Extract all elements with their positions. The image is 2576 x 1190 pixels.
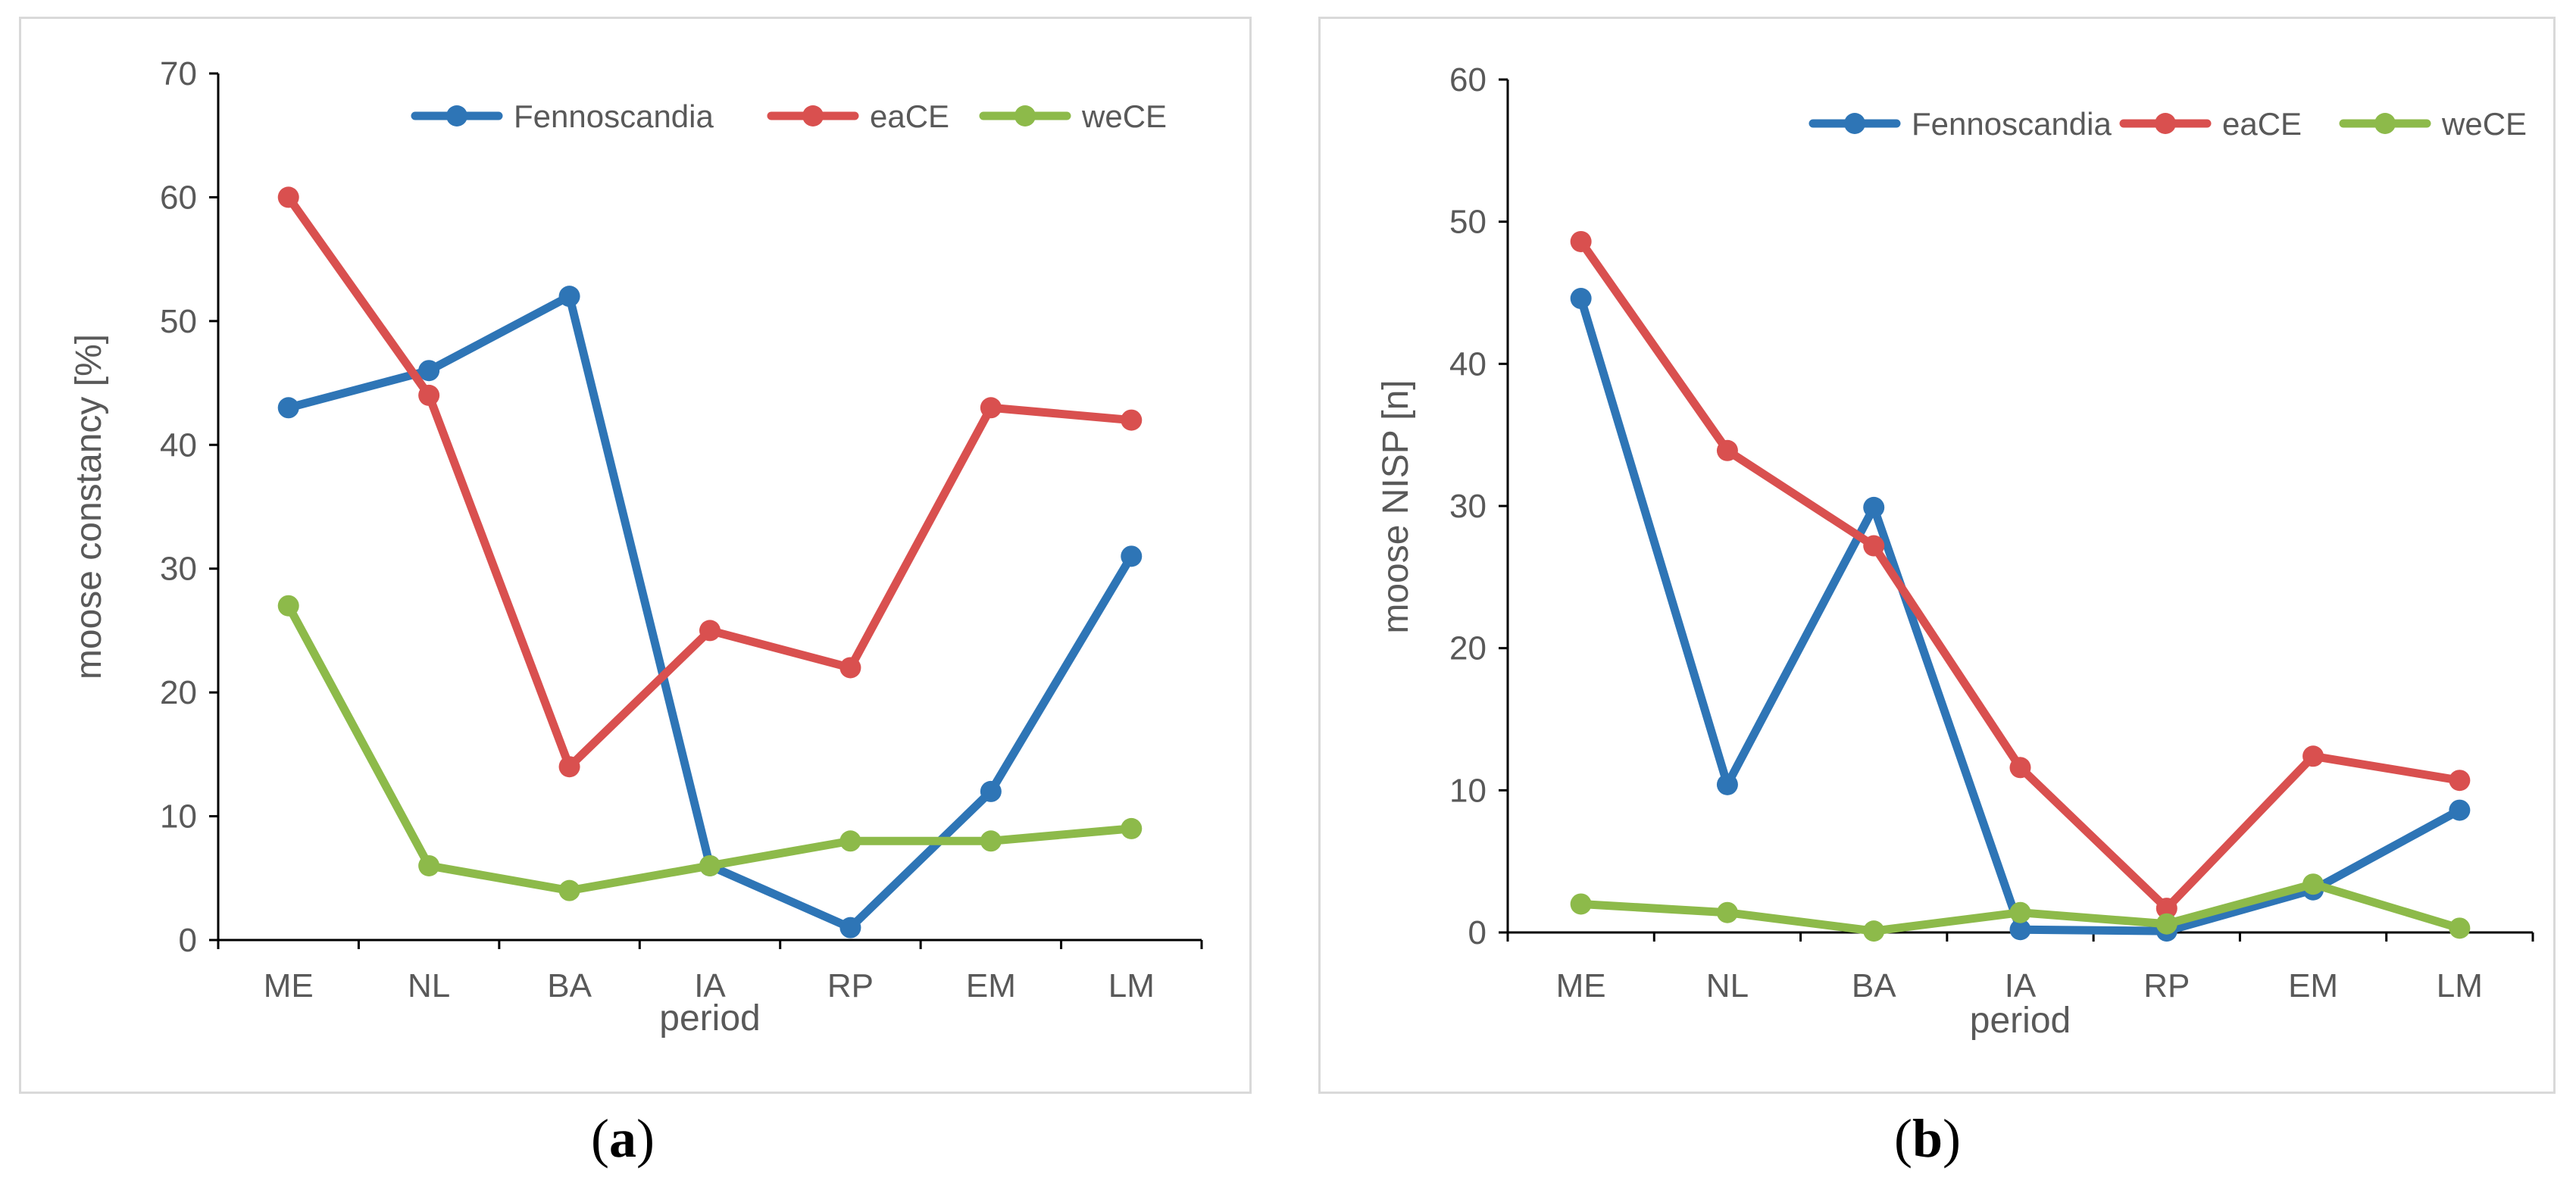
legend-label: weCE <box>2441 106 2527 142</box>
y-tick-label: 50 <box>1449 204 1487 241</box>
x-tick-label: LM <box>1108 967 1155 1004</box>
legend-label: eaCE <box>870 98 949 134</box>
data-point-eace <box>1716 439 1738 461</box>
data-point-wece <box>418 854 440 876</box>
data-point-fennoscandia <box>1570 288 1592 310</box>
x-tick-label: NL <box>1706 967 1749 1004</box>
legend-label: weCE <box>1081 98 1167 134</box>
data-point-eace <box>2302 745 2324 767</box>
y-tick-label: 60 <box>160 179 197 216</box>
x-tick-label: ME <box>264 967 314 1004</box>
caption-b: (b) <box>1894 1108 1962 1169</box>
legend-swatch-marker <box>1844 113 1865 134</box>
data-point-wece <box>277 595 299 617</box>
y-axis-title: moose NISP [n] <box>1376 379 1416 633</box>
series-line-wece <box>284 601 1136 895</box>
x-tick-label: EM <box>966 967 1016 1004</box>
chart-panel-a: 0 10 20 30 40 50 60 70 ME NL BA IA RP EM LM period moose… <box>19 17 1252 1094</box>
x-tick-label: BA <box>547 967 592 1004</box>
y-tick-label: 20 <box>1449 630 1487 667</box>
legend-swatch-marker <box>2155 113 2176 134</box>
x-tick-label: EM <box>2288 967 2338 1004</box>
y-tick-label: 40 <box>1449 345 1487 383</box>
legend-swatch-marker <box>2374 113 2396 134</box>
y-tick-label: 0 <box>1468 914 1487 951</box>
legend-swatch-marker <box>1014 105 1036 126</box>
data-point-wece <box>2302 873 2324 895</box>
data-point-fennoscandia <box>1121 545 1143 567</box>
chart-panel-b: 0 10 20 30 40 50 60 ME NL BA IA RP EM LM period moose N… <box>1318 17 2556 1094</box>
data-point-eace <box>2009 757 2031 779</box>
legend-label: eaCE <box>2222 106 2302 142</box>
series-line-eace <box>1577 237 2464 913</box>
x-tick-label: NL <box>408 967 450 1004</box>
y-tick-label: 30 <box>160 551 197 588</box>
data-point-fennoscandia <box>418 360 440 382</box>
chart-b-svg: 0 10 20 30 40 50 60 ME NL BA IA RP EM LM period moose N… <box>1376 61 2534 1041</box>
y-tick-label: 20 <box>160 674 197 711</box>
data-point-fennoscandia <box>1716 773 1738 795</box>
data-point-wece <box>2156 913 2177 935</box>
data-point-eace <box>277 186 299 208</box>
data-point-wece <box>1121 817 1143 839</box>
data-point-fennoscandia <box>1863 496 1885 518</box>
data-point-wece <box>1716 901 1738 923</box>
legend-label: Fennoscandia <box>514 98 714 134</box>
chart-a-svg: 0 10 20 30 40 50 60 70 ME NL BA IA RP EM LM period moose… <box>69 55 1203 1039</box>
y-tick-label: 10 <box>160 798 197 835</box>
data-point-fennoscandia <box>277 397 299 419</box>
data-point-fennoscandia <box>558 286 580 308</box>
data-point-fennoscandia <box>839 917 861 939</box>
y-tick-label: 70 <box>160 55 197 92</box>
data-point-eace <box>1863 535 1885 557</box>
x-tick-label: IA <box>2005 967 2037 1004</box>
data-point-wece <box>2449 917 2471 939</box>
data-point-eace <box>980 397 1002 419</box>
data-point-eace <box>1570 230 1592 252</box>
y-tick-label: 30 <box>1449 488 1487 525</box>
data-point-eace <box>558 756 580 778</box>
x-axis-title: period <box>1970 1001 2071 1041</box>
data-point-wece <box>839 830 861 852</box>
x-tick-label: BA <box>1852 967 1896 1004</box>
data-point-fennoscandia <box>2009 919 2031 941</box>
data-point-wece <box>1863 920 1885 942</box>
y-axis-title: moose constancy [%] <box>69 334 109 679</box>
y-tick-label: 0 <box>179 922 197 959</box>
legend-swatch-marker <box>446 105 467 126</box>
data-point-wece <box>1570 893 1592 915</box>
y-tick-label: 60 <box>1449 61 1487 98</box>
data-point-wece <box>2009 901 2031 923</box>
data-point-eace <box>418 384 440 406</box>
data-point-wece <box>558 879 580 901</box>
data-point-eace <box>1121 409 1143 431</box>
series-line-fennoscandia <box>1577 294 2464 935</box>
x-tick-label: LM <box>2437 967 2483 1004</box>
x-tick-label: RP <box>2143 967 2190 1004</box>
data-point-eace <box>699 620 721 642</box>
data-point-wece <box>980 830 1002 852</box>
y-tick-label: 40 <box>160 426 197 464</box>
x-tick-label: RP <box>827 967 874 1004</box>
y-tick-label: 10 <box>1449 772 1487 809</box>
x-axis-title: period <box>659 998 760 1039</box>
data-point-fennoscandia <box>980 780 1002 802</box>
y-tick-label: 50 <box>160 303 197 340</box>
series-line-eace <box>284 192 1136 771</box>
data-point-fennoscandia <box>2449 799 2471 821</box>
data-point-eace <box>839 657 861 679</box>
x-tick-label: IA <box>694 967 726 1004</box>
legend-label: Fennoscandia <box>1912 106 2112 142</box>
data-point-wece <box>699 854 721 876</box>
caption-a: (a) <box>591 1108 655 1169</box>
legend-swatch-marker <box>802 105 824 126</box>
x-tick-label: ME <box>1556 967 1606 1004</box>
data-point-eace <box>2449 770 2471 792</box>
data-point-eace <box>2156 898 2177 920</box>
